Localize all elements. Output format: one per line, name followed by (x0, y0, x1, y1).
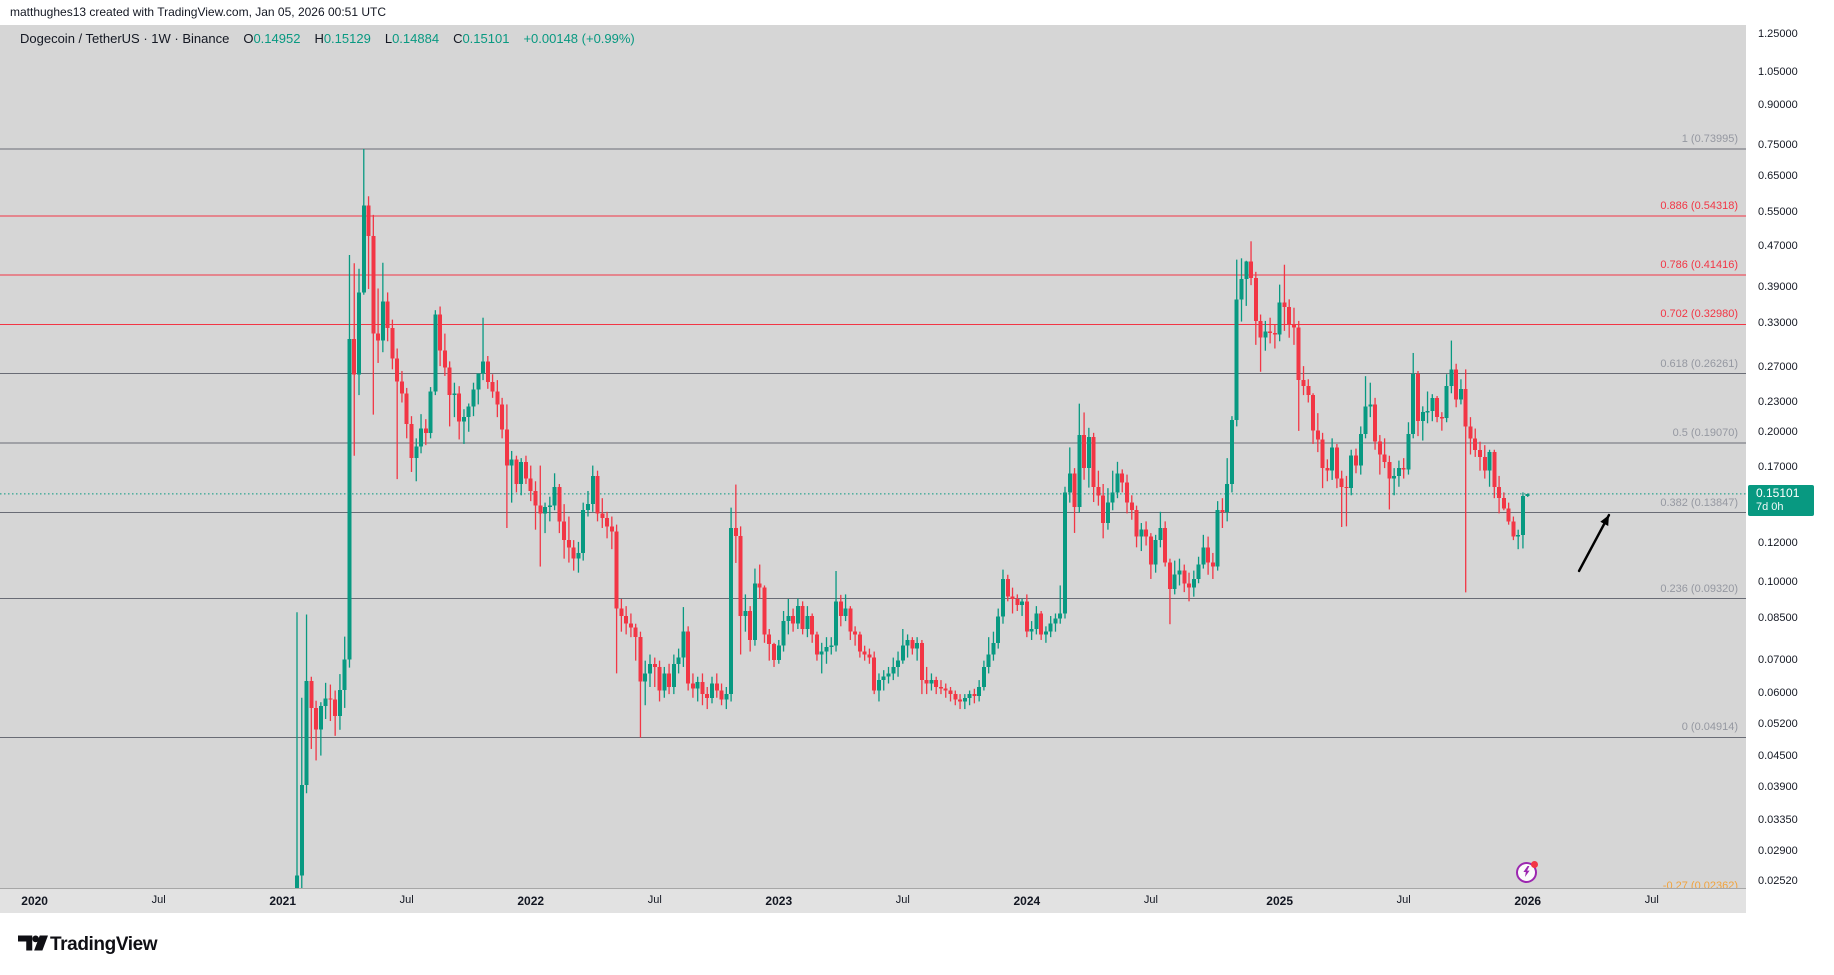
footer: TradingView (0, 913, 1834, 975)
price-tick-label: 0.23000 (1758, 395, 1798, 408)
current-price-value: 0.15101 (1756, 485, 1800, 500)
price-tick-label: 0.02520 (1758, 875, 1798, 888)
open-value: 0.14952 (253, 31, 301, 46)
fib-label-0.5[interactable]: 0.5 (0.19070) (1672, 427, 1738, 440)
time-tick-label-2025: 2025 (1266, 894, 1293, 908)
price-tick-label: 1.05000 (1758, 66, 1798, 78)
price-tick-label: 0.39000 (1758, 280, 1798, 293)
price-tick-label: 0.05200 (1758, 718, 1798, 731)
high-label: H (314, 31, 324, 46)
tradingview-logo[interactable]: TradingView (50, 934, 158, 955)
price-tick-label: 0.03350 (1758, 813, 1798, 826)
price-tick-label: 0.02900 (1758, 844, 1798, 857)
time-tick-label-jul: Jul (1396, 894, 1411, 906)
fib-label--0.27[interactable]: -0.27 (0.02362) (1662, 880, 1738, 888)
price-tick-label: 0.08500 (1758, 611, 1798, 624)
attribution-bar: matthughes13 created with TradingView.co… (0, 0, 1834, 25)
current-price-label: 0.15101 7d 0h (1748, 484, 1814, 516)
attribution-text: matthughes13 created with TradingView.co… (10, 5, 387, 19)
fib-label-0.886[interactable]: 0.886 (0.54318) (1660, 200, 1738, 213)
time-tick-label-2020: 2020 (21, 894, 48, 908)
time-tick-label-jul: Jul (399, 894, 414, 906)
time-tick-label-jul: Jul (1644, 894, 1659, 906)
price-tick-label: 0.04500 (1758, 749, 1798, 762)
fib-label-1[interactable]: 1 (0.73995) (1681, 132, 1738, 145)
time-axis[interactable]: 2020 Jul 2021 Jul 2022 Jul 2023 Jul 2024 Jul 2025 J… (0, 888, 1746, 913)
price-tick-label: 1.25000 (1758, 28, 1798, 41)
close-value: 0.15101 (462, 31, 510, 46)
price-tick-label: 0.33000 (1758, 317, 1798, 330)
time-tick-label-jul: Jul (647, 894, 662, 906)
low-value: 0.14884 (392, 31, 440, 46)
fib-label-0.236[interactable]: 0.236 (0.09320) (1660, 582, 1738, 595)
price-tick-label: 0.27000 (1758, 360, 1798, 373)
price-tick-label: 0.03900 (1758, 780, 1798, 793)
time-tick-label-2026: 2026 (1514, 894, 1542, 908)
price-tick-label: 0.07000 (1758, 653, 1798, 666)
price-tick-label: 0.06000 (1758, 687, 1798, 700)
trend-arrow-annotation[interactable] (1577, 513, 1611, 573)
price-tick-label: 0.12000 (1758, 536, 1798, 549)
price-tick-label: 0.75000 (1758, 139, 1798, 152)
fib-label-0.702[interactable]: 0.702 (0.32980) (1660, 308, 1738, 321)
time-tick-label-2022: 2022 (517, 894, 545, 908)
symbol-title[interactable]: Dogecoin / TetherUS · 1W · Binance (20, 31, 230, 46)
time-tick-label-2021: 2021 (269, 894, 297, 908)
notification-dot-icon (1531, 861, 1538, 868)
time-tick-label-2023: 2023 (765, 894, 793, 908)
fib-label-0.618[interactable]: 0.618 (0.26261) (1660, 357, 1738, 370)
open-label: O (243, 31, 254, 46)
price-tick-label: 0.55000 (1758, 206, 1798, 219)
lightning-icon (1523, 866, 1530, 877)
price-tick-label: 0.47000 (1758, 240, 1798, 253)
tradingview-logo-icon[interactable] (18, 935, 48, 951)
time-tick-label-jul: Jul (1143, 894, 1158, 906)
time-tick-label-2024: 2024 (1013, 894, 1041, 908)
high-value: 0.15129 (323, 31, 371, 46)
chart-pane[interactable]: Dogecoin / TetherUS · 1W · Binance O0.149… (0, 25, 1746, 888)
fib-label-0.786[interactable]: 0.786 (0.41416) (1660, 258, 1738, 271)
price-tick-label: 0.20000 (1758, 425, 1798, 438)
candlestick-chart-canvas[interactable] (0, 25, 1746, 888)
price-tick-label: 0.90000 (1758, 99, 1798, 112)
candle-countdown: 7d 0h (1756, 500, 1784, 513)
price-tick-label: 0.10000 (1758, 576, 1798, 589)
fib-label-0[interactable]: 0 (0.04914) (1681, 721, 1738, 734)
price-tick-label: 0.65000 (1758, 170, 1798, 183)
low-label: L (384, 31, 393, 46)
change-value: +0.00148 (+0.99%) (523, 31, 635, 46)
fib-label-0.382[interactable]: 0.382 (0.13847) (1660, 496, 1738, 509)
price-tick-label: 0.17000 (1758, 461, 1798, 474)
flash-badge-button[interactable] (1516, 861, 1538, 883)
close-label: C (453, 31, 463, 46)
symbol-legend[interactable]: Dogecoin / TetherUS · 1W · Binance O0.149… (20, 31, 635, 46)
time-tick-label-jul: Jul (895, 894, 910, 906)
price-axis[interactable]: 0.15101 7d 0h 1.25000 1.05000 0.90000 0.750… (1746, 25, 1834, 888)
time-tick-label-jul: Jul (151, 894, 166, 906)
